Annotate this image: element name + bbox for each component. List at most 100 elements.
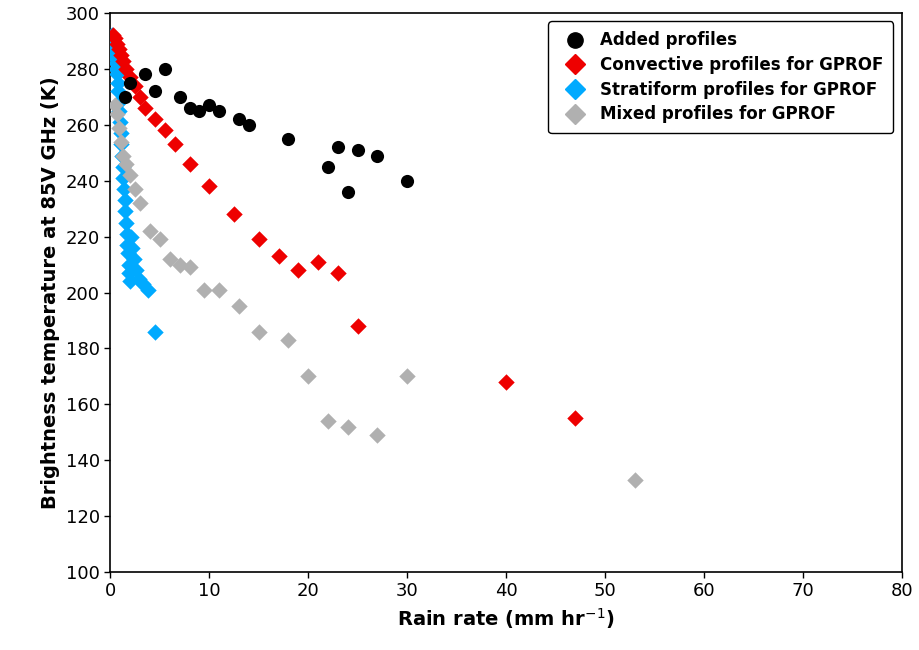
Point bbox=[108, 64, 123, 74]
Point bbox=[232, 302, 246, 312]
Point bbox=[157, 125, 172, 136]
Legend: Added profiles, Convective profiles for GPROF, Stratiform profiles for GPROF, Mi: Added profiles, Convective profiles for … bbox=[548, 21, 892, 133]
Point bbox=[241, 120, 255, 130]
Point bbox=[114, 139, 129, 150]
Point bbox=[108, 53, 122, 63]
Point bbox=[202, 181, 217, 192]
Point bbox=[119, 229, 134, 239]
Point bbox=[142, 226, 157, 236]
Point bbox=[115, 150, 130, 161]
Point bbox=[122, 268, 137, 278]
Point bbox=[197, 285, 211, 295]
Point bbox=[202, 100, 217, 110]
Point bbox=[301, 371, 315, 382]
Point bbox=[115, 162, 130, 172]
X-axis label: Rain rate (mm hr$^{-1}$): Rain rate (mm hr$^{-1}$) bbox=[397, 606, 614, 631]
Point bbox=[321, 416, 335, 426]
Point bbox=[106, 36, 120, 46]
Point bbox=[112, 122, 127, 133]
Point bbox=[119, 240, 134, 250]
Point bbox=[118, 206, 132, 216]
Point bbox=[129, 265, 143, 276]
Point bbox=[119, 217, 133, 228]
Point bbox=[138, 103, 153, 113]
Point bbox=[128, 184, 142, 194]
Point bbox=[271, 251, 286, 261]
Point bbox=[172, 92, 187, 102]
Point bbox=[182, 103, 197, 113]
Point bbox=[114, 136, 129, 147]
Point bbox=[232, 114, 246, 124]
Point bbox=[112, 106, 127, 116]
Point bbox=[138, 70, 153, 80]
Point bbox=[123, 72, 138, 83]
Point bbox=[123, 276, 138, 287]
Point bbox=[147, 326, 162, 337]
Point bbox=[128, 81, 142, 91]
Point bbox=[167, 139, 182, 150]
Point bbox=[281, 335, 296, 345]
Point bbox=[182, 159, 197, 169]
Point bbox=[153, 234, 167, 244]
Point bbox=[118, 92, 132, 102]
Point bbox=[321, 162, 335, 172]
Point bbox=[108, 100, 122, 110]
Y-axis label: Brightness temperature at 85V GHz (K): Brightness temperature at 85V GHz (K) bbox=[41, 76, 60, 509]
Point bbox=[251, 326, 266, 337]
Point bbox=[125, 242, 140, 253]
Point bbox=[211, 285, 226, 295]
Point bbox=[163, 254, 177, 264]
Point bbox=[281, 133, 296, 144]
Point bbox=[400, 176, 414, 186]
Point bbox=[340, 187, 355, 197]
Point bbox=[182, 262, 197, 272]
Point bbox=[400, 371, 414, 382]
Point bbox=[498, 377, 513, 387]
Point bbox=[116, 55, 130, 66]
Point bbox=[369, 150, 384, 161]
Point bbox=[192, 106, 207, 116]
Point bbox=[114, 50, 129, 60]
Point bbox=[110, 109, 125, 119]
Point bbox=[110, 86, 125, 96]
Point bbox=[119, 64, 133, 74]
Point bbox=[119, 159, 133, 169]
Point bbox=[172, 259, 187, 270]
Point bbox=[108, 58, 123, 68]
Point bbox=[116, 173, 130, 183]
Point bbox=[121, 259, 136, 270]
Point bbox=[340, 421, 355, 432]
Point bbox=[135, 279, 150, 289]
Point bbox=[118, 195, 132, 205]
Point bbox=[627, 474, 641, 485]
Point bbox=[113, 128, 128, 138]
Point bbox=[311, 257, 325, 267]
Point bbox=[113, 117, 128, 127]
Point bbox=[131, 273, 146, 283]
Point bbox=[132, 198, 147, 208]
Point bbox=[350, 321, 365, 332]
Point bbox=[350, 145, 365, 155]
Point bbox=[105, 30, 119, 40]
Point bbox=[290, 265, 305, 276]
Point bbox=[106, 30, 120, 40]
Point bbox=[123, 170, 138, 180]
Point bbox=[330, 142, 345, 152]
Point bbox=[330, 268, 345, 278]
Point bbox=[127, 254, 142, 264]
Point bbox=[147, 114, 162, 124]
Point bbox=[147, 86, 162, 96]
Point bbox=[251, 234, 266, 244]
Point bbox=[567, 413, 582, 424]
Point bbox=[141, 285, 155, 295]
Point bbox=[124, 231, 139, 242]
Point bbox=[111, 98, 126, 108]
Point bbox=[369, 430, 384, 440]
Point bbox=[117, 184, 131, 194]
Point bbox=[157, 64, 172, 74]
Point bbox=[120, 248, 135, 259]
Point bbox=[123, 77, 138, 88]
Point bbox=[116, 150, 130, 161]
Point bbox=[109, 70, 124, 80]
Point bbox=[107, 47, 121, 57]
